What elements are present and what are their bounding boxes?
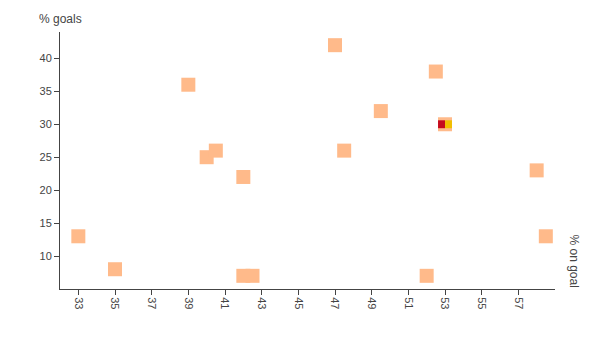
svg-text:39: 39 [183,297,195,309]
svg-text:% on goal: % on goal [567,235,581,288]
svg-text:10: 10 [40,250,52,262]
svg-text:53: 53 [439,297,451,309]
svg-text:15: 15 [40,217,52,229]
svg-text:35: 35 [40,85,52,97]
svg-text:45: 45 [293,297,305,309]
svg-text:25: 25 [40,151,52,163]
svg-text:% goals: % goals [39,12,82,26]
svg-text:49: 49 [366,297,378,309]
svg-text:35: 35 [109,297,121,309]
svg-text:30: 30 [40,118,52,130]
svg-text:37: 37 [146,297,158,309]
svg-text:43: 43 [256,297,268,309]
svg-text:41: 41 [219,297,231,309]
svg-text:20: 20 [40,184,52,196]
svg-text:57: 57 [513,297,525,309]
svg-text:47: 47 [329,297,341,309]
svg-text:51: 51 [403,297,415,309]
svg-text:40: 40 [40,52,52,64]
svg-text:33: 33 [73,297,85,309]
svg-text:55: 55 [476,297,488,309]
